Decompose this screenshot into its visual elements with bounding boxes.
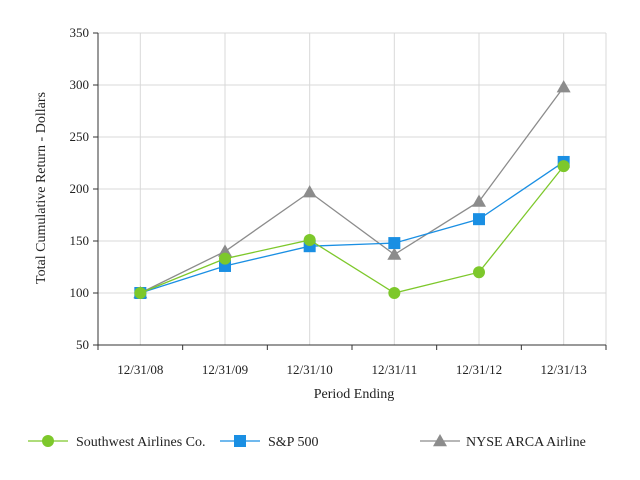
x-tick-label: 12/31/13 <box>541 362 587 377</box>
y-tick-label: 200 <box>70 181 90 196</box>
data-point <box>134 287 147 299</box>
y-axis-title: Total Cumulative Return - Dollars <box>34 92 49 284</box>
legend-label: Southwest Airlines Co. <box>76 435 206 450</box>
series-s-p-500 <box>134 155 570 299</box>
y-tick-label: 150 <box>70 233 90 248</box>
y-tick-label: 300 <box>70 77 90 92</box>
x-tick-label: 12/31/12 <box>456 362 502 377</box>
data-point <box>388 237 401 250</box>
series-line <box>140 86 565 294</box>
x-tick-label: 12/31/08 <box>117 362 163 377</box>
x-tick-label: 12/31/11 <box>371 362 417 377</box>
legend: Southwest Airlines Co. S&P 500 NYSE ARCA A… <box>28 434 586 450</box>
data-point <box>302 185 317 198</box>
data-point <box>473 213 485 226</box>
data-point <box>303 233 316 246</box>
legend-swatch-marker <box>234 435 246 447</box>
data-point <box>556 80 571 93</box>
data-point <box>218 244 232 257</box>
legend-item: S&P 500 <box>220 435 318 450</box>
y-tick-label: 50 <box>76 337 89 352</box>
y-tick-label: 350 <box>70 25 90 40</box>
legend-item: Southwest Airlines Co. <box>28 435 206 450</box>
data-point <box>387 247 402 260</box>
x-axis-title: Period Ending <box>314 387 395 402</box>
legend-item: NYSE ARCA Airline <box>420 434 586 450</box>
y-tick-label: 250 <box>70 129 90 144</box>
legend-swatch-marker <box>42 435 54 447</box>
series-line <box>140 161 565 294</box>
data-point <box>388 287 401 299</box>
data-point <box>219 252 231 265</box>
data-point <box>473 266 485 279</box>
legend-label: NYSE ARCA Airline <box>466 435 586 450</box>
x-tick-label: 12/31/10 <box>287 362 333 377</box>
grid <box>98 32 607 345</box>
data-point <box>472 194 486 207</box>
series <box>133 80 571 299</box>
series-line <box>140 165 565 294</box>
x-tick-label: 12/31/09 <box>202 362 248 377</box>
data-point <box>557 160 570 173</box>
y-tick-label: 100 <box>70 285 90 300</box>
series-southwest-airlines-co <box>134 160 570 299</box>
legend-label: S&P 500 <box>268 435 318 450</box>
axes: 50 100 150 200 250 300 350 12/31/08 12/31/09 12/3… <box>70 25 607 377</box>
legend-swatch-marker <box>433 434 447 447</box>
